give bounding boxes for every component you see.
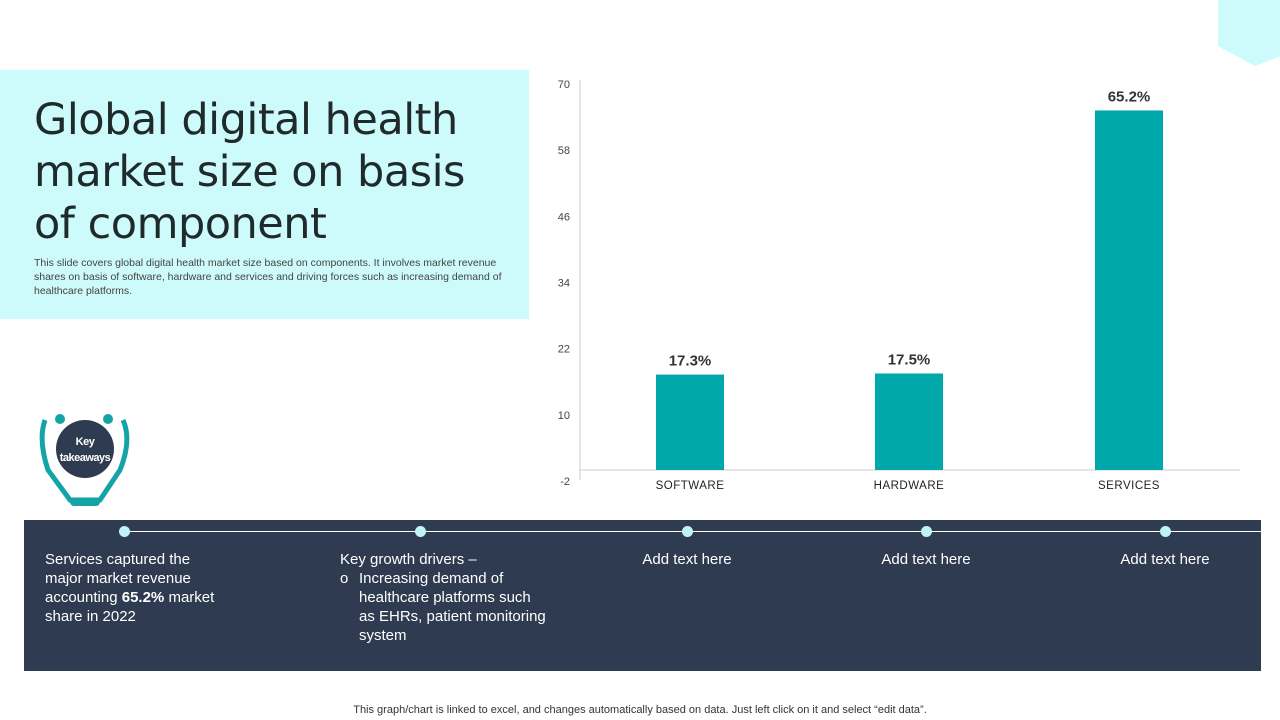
x-tick-label: HARDWARE	[874, 480, 945, 492]
takeaways-band	[24, 520, 1261, 671]
stethoscope-icon	[39, 414, 130, 546]
takeaway-3: Add text here	[642, 551, 732, 568]
timeline-dot	[921, 526, 932, 537]
bar-services	[1095, 110, 1163, 470]
timeline-dot	[415, 526, 426, 537]
bar-hardware	[875, 373, 943, 470]
takeaway-2: Key growth drivers – o Increasing demand …	[340, 551, 546, 644]
y-tick-label: 10	[558, 410, 570, 422]
key-takeaways-label: Key takeaways	[59, 436, 111, 464]
timeline-dot	[682, 526, 693, 537]
data-label: 65.2%	[1108, 88, 1151, 105]
y-tick-label: 46	[558, 211, 570, 223]
x-tick-label: SERVICES	[1098, 480, 1160, 492]
timeline-dot	[119, 526, 130, 537]
footer-note: This graph/chart is linked to excel, and…	[353, 704, 927, 716]
header-panel	[0, 70, 529, 319]
timeline-line	[124, 531, 1280, 532]
y-tick-label: -2	[560, 476, 570, 488]
page-description: This slide covers global digital health …	[34, 257, 502, 297]
y-tick-label: 34	[558, 278, 570, 290]
takeaway-5: Add text here	[1120, 551, 1210, 568]
y-tick-label: 58	[558, 145, 570, 157]
takeaway-4: Add text here	[881, 551, 971, 568]
data-label: 17.3%	[669, 353, 712, 370]
data-label: 17.5%	[888, 351, 931, 368]
y-tick-label: 70	[558, 79, 570, 91]
y-tick-label: 22	[558, 344, 570, 356]
page-title: Global digital health market size on bas…	[34, 95, 465, 249]
timeline-dot	[1160, 526, 1171, 537]
bar-software	[656, 374, 724, 470]
x-tick-label: SOFTWARE	[656, 480, 725, 492]
takeaway-1: Services captured the major market reven…	[45, 551, 215, 625]
